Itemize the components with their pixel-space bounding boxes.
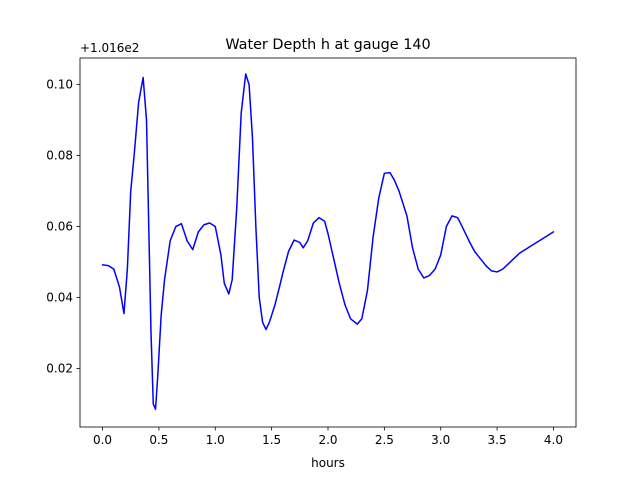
plot-area: 0.0 0.5 1.0 1.5 2.0 2.5 3.0 3.5 4.0 0.02 0.04 0.06 0… — [46, 57, 577, 447]
y-tick-label: 0.08 — [46, 149, 73, 163]
x-tick-label: 1.0 — [206, 433, 225, 447]
x-tick-label: 2.0 — [318, 433, 337, 447]
y-tick-label: 0.10 — [46, 78, 73, 92]
x-tick-label: 2.5 — [375, 433, 394, 447]
x-tick-label: 3.0 — [431, 433, 450, 447]
x-tick-label: 0.0 — [93, 433, 112, 447]
x-tick-label: 1.5 — [262, 433, 281, 447]
x-tick-label: 0.5 — [149, 433, 168, 447]
y-offset-label: +1.016e2 — [80, 41, 139, 55]
x-axis-label: hours — [311, 456, 345, 470]
chart-title: Water Depth h at gauge 140 — [225, 37, 430, 53]
x-tick-label: 3.5 — [488, 433, 507, 447]
y-tick-label: 0.02 — [46, 361, 73, 375]
x-tick-label: 4.0 — [544, 433, 563, 447]
series-line — [101, 73, 555, 411]
y-tick-label: 0.04 — [46, 290, 73, 304]
y-tick-label: 0.06 — [46, 220, 73, 234]
